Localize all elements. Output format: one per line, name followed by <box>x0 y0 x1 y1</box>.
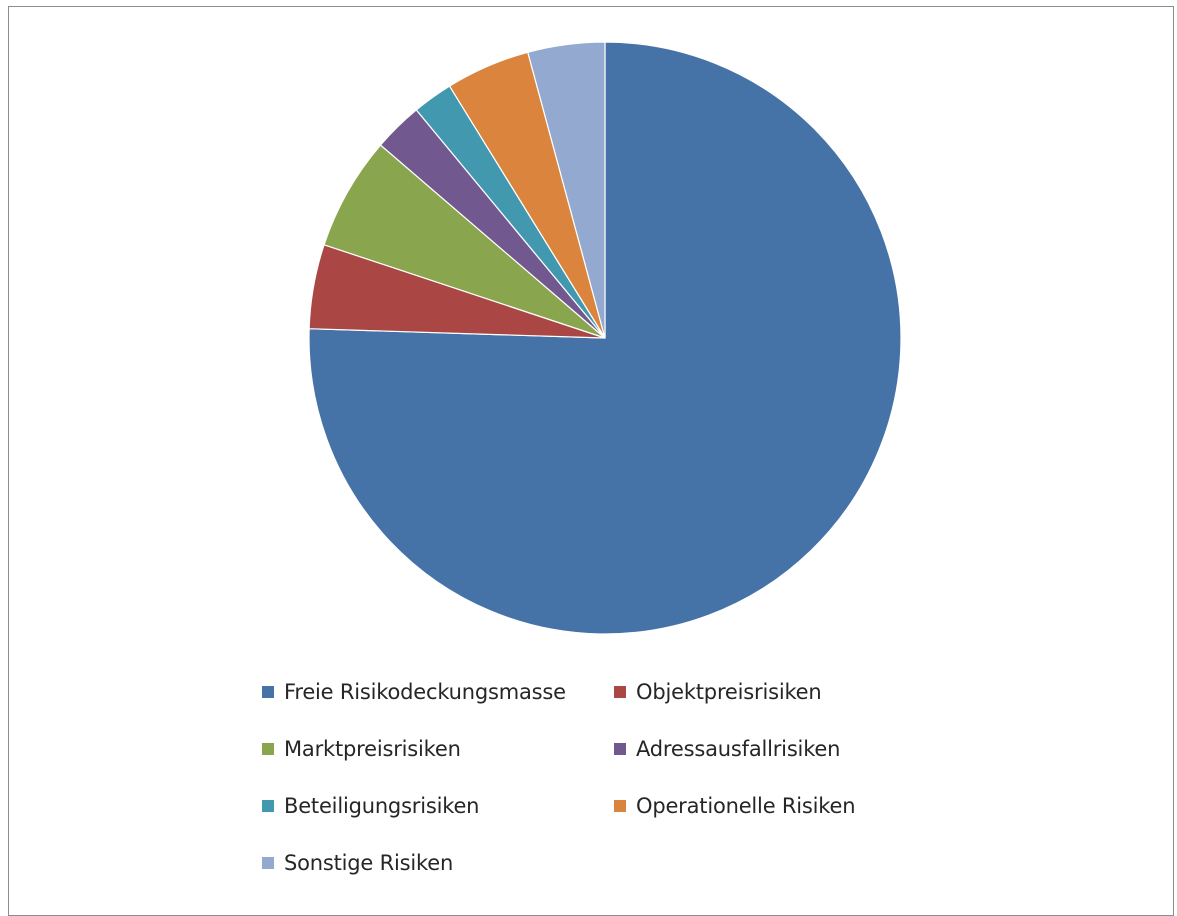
legend-item-operationelle-risiken: Operationelle Risiken <box>614 791 914 821</box>
pie-slice-sonstige-risiken <box>527 41 606 339</box>
legend-item-marktpreisrisiken: Marktpreisrisiken <box>262 734 614 764</box>
legend-label: Adressausfallrisiken <box>636 737 841 761</box>
legend-swatch <box>262 857 274 869</box>
legend-swatch <box>262 686 274 698</box>
legend: Freie Risikodeckungsmasse Objektpreisris… <box>262 677 962 905</box>
pie-slice-marktpreisrisiken <box>323 144 606 339</box>
legend-label: Beteiligungsrisiken <box>284 794 480 818</box>
legend-swatch <box>614 686 626 698</box>
legend-swatch <box>614 743 626 755</box>
legend-item-sonstige-risiken: Sonstige Risiken <box>262 848 614 878</box>
pie-slice-freie-risikodeckungsmasse <box>308 41 902 635</box>
legend-label: Marktpreisrisiken <box>284 737 461 761</box>
legend-label: Freie Risikodeckungsmasse <box>284 680 566 704</box>
legend-swatch <box>614 800 626 812</box>
legend-swatch <box>262 743 274 755</box>
legend-label: Sonstige Risiken <box>284 851 454 875</box>
legend-item-freie-risikodeckungsmasse: Freie Risikodeckungsmasse <box>262 677 614 707</box>
legend-swatch <box>262 800 274 812</box>
legend-item-beteiligungsrisiken: Beteiligungsrisiken <box>262 791 614 821</box>
legend-item-adressausfallrisiken: Adressausfallrisiken <box>614 734 914 764</box>
legend-label: Operationelle Risiken <box>636 794 856 818</box>
legend-label: Objektpreisrisiken <box>636 680 822 704</box>
legend-item-objektpreisrisiken: Objektpreisrisiken <box>614 677 914 707</box>
